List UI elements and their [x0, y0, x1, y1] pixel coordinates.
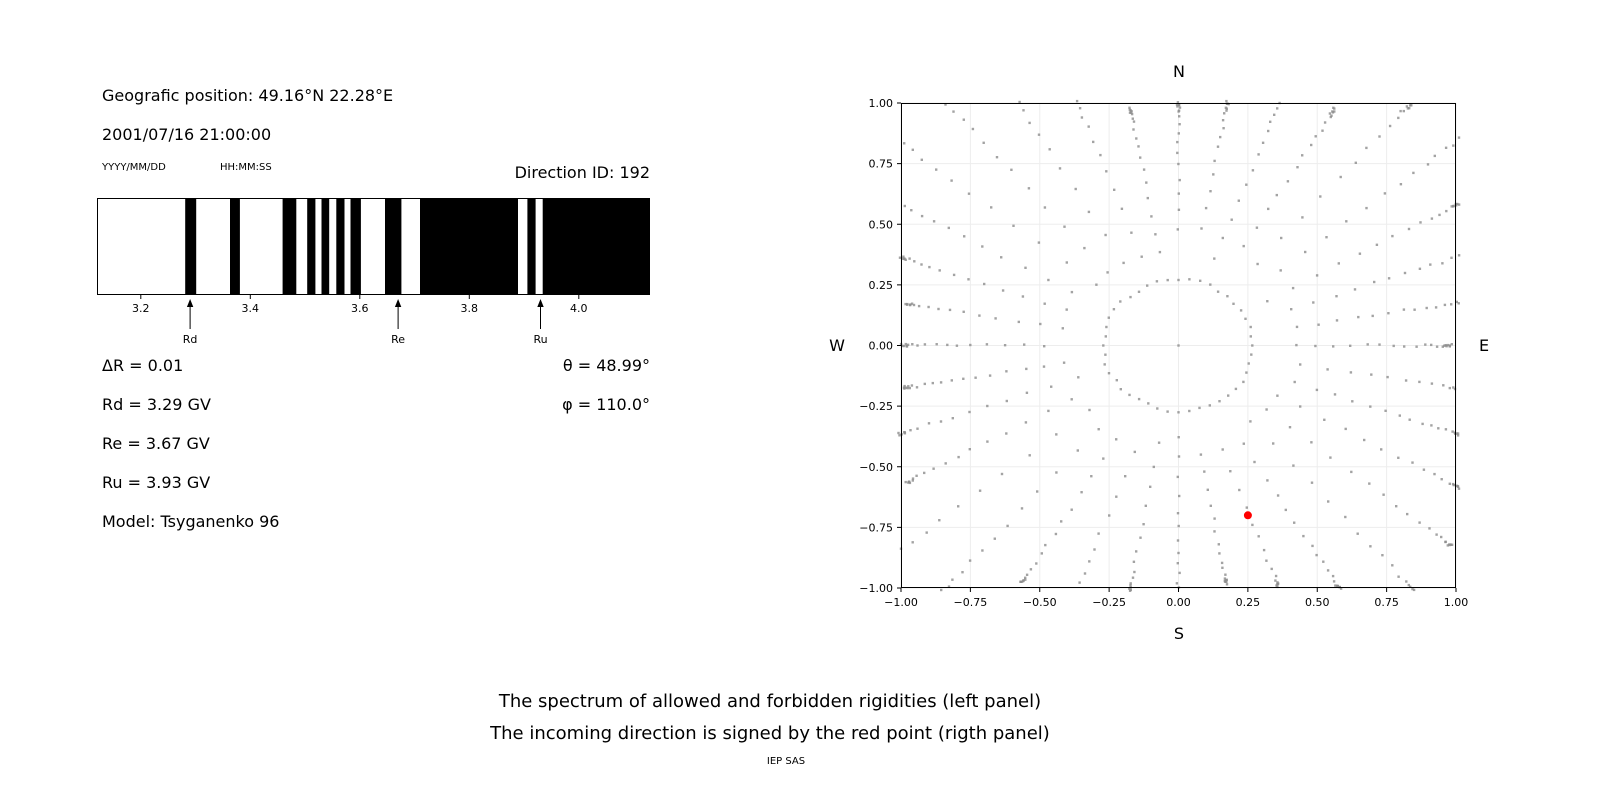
date-format-label: YYYY/MM/DD — [102, 162, 166, 173]
compass-south-label: S — [1173, 624, 1185, 643]
x-tick-label: 0.50 — [1305, 596, 1330, 609]
direction-id-text: Direction ID: 192 — [514, 163, 650, 182]
svg-text:Ru: Ru — [533, 333, 547, 346]
y-tick-label: 0.75 — [869, 158, 894, 171]
spectrum-x-tick-label: 3.4 — [242, 302, 259, 315]
forbidden-bands — [185, 199, 650, 294]
caption-line1: The spectrum of allowed and forbidden ri… — [498, 691, 1042, 712]
y-tick-label: −0.50 — [859, 461, 893, 474]
plot-border — [901, 103, 1456, 588]
y-tick-label: 0.25 — [869, 279, 894, 292]
datetime-text: 2001/07/16 21:00:00 — [102, 125, 272, 144]
theta-text: θ = 48.99° — [562, 356, 650, 375]
phi-text: φ = 110.0° — [562, 395, 650, 414]
spectrum-x-tick-label: 4.0 — [570, 302, 588, 315]
caption-block: The spectrum of allowed and forbidden ri… — [0, 686, 1540, 750]
red-incoming-direction-point — [1243, 511, 1252, 520]
compass-east-label: E — [1478, 336, 1490, 355]
rd-text: Rd = 3.29 GV — [102, 395, 211, 414]
y-tick-label: 0.00 — [869, 340, 894, 353]
svg-text:Rd: Rd — [183, 333, 198, 346]
ru-text: Ru = 3.93 GV — [102, 473, 211, 492]
x-tick-label: −1.00 — [884, 596, 918, 609]
marker-Re: Re — [391, 299, 405, 346]
re-text: Re = 3.67 GV — [102, 434, 210, 453]
caption-line2: The incoming direction is signed by the … — [490, 723, 1050, 744]
asymptotic-direction-dots — [897, 99, 1461, 592]
x-tick-label: 1.00 — [1444, 596, 1469, 609]
compass-north-label: N — [1173, 62, 1185, 81]
spectrum-x-tick-label: 3.6 — [351, 302, 369, 315]
model-text: Model: Tsyganenko 96 — [102, 512, 280, 531]
y-tick-label: 0.50 — [869, 218, 894, 231]
x-tick-label: 0.00 — [1166, 596, 1191, 609]
x-tick-label: −0.75 — [954, 596, 988, 609]
y-tick-label: 1.00 — [869, 97, 894, 110]
x-tick-label: 0.25 — [1236, 596, 1261, 609]
y-tick-label: −0.75 — [859, 521, 893, 534]
x-tick-label: −0.50 — [1023, 596, 1057, 609]
y-tick-label: −1.00 — [859, 582, 893, 595]
svg-text:Re: Re — [391, 333, 405, 346]
marker-Rd: Rd — [183, 299, 198, 346]
spectrum-x-tick-label: 3.2 — [132, 302, 150, 315]
y-tick-label: −0.25 — [859, 400, 893, 413]
asymptotic-direction-chart: −1.00 −0.75 −0.50 −0.25 0.00 0.25 0.50 0.75 1.00… — [859, 97, 1469, 609]
credit-text: IEP SAS — [766, 756, 806, 767]
x-tick-label: 0.75 — [1374, 596, 1399, 609]
delta-r-text: ΔR = 0.01 — [102, 356, 184, 375]
marker-Ru: Ru — [533, 299, 548, 346]
time-format-label: HH:MM:SS — [220, 162, 272, 173]
x-tick-label: −0.25 — [1092, 596, 1126, 609]
compass-west-label: W — [829, 336, 845, 355]
geo-position-text: Geografic position: 49.16°N 22.28°E — [102, 86, 394, 105]
spectrum-x-tick-label: 3.8 — [461, 302, 479, 315]
rigidity-spectrum-chart: 3.2 3.4 3.6 3.8 4.0 Rd Re Ru — [97, 198, 650, 346]
